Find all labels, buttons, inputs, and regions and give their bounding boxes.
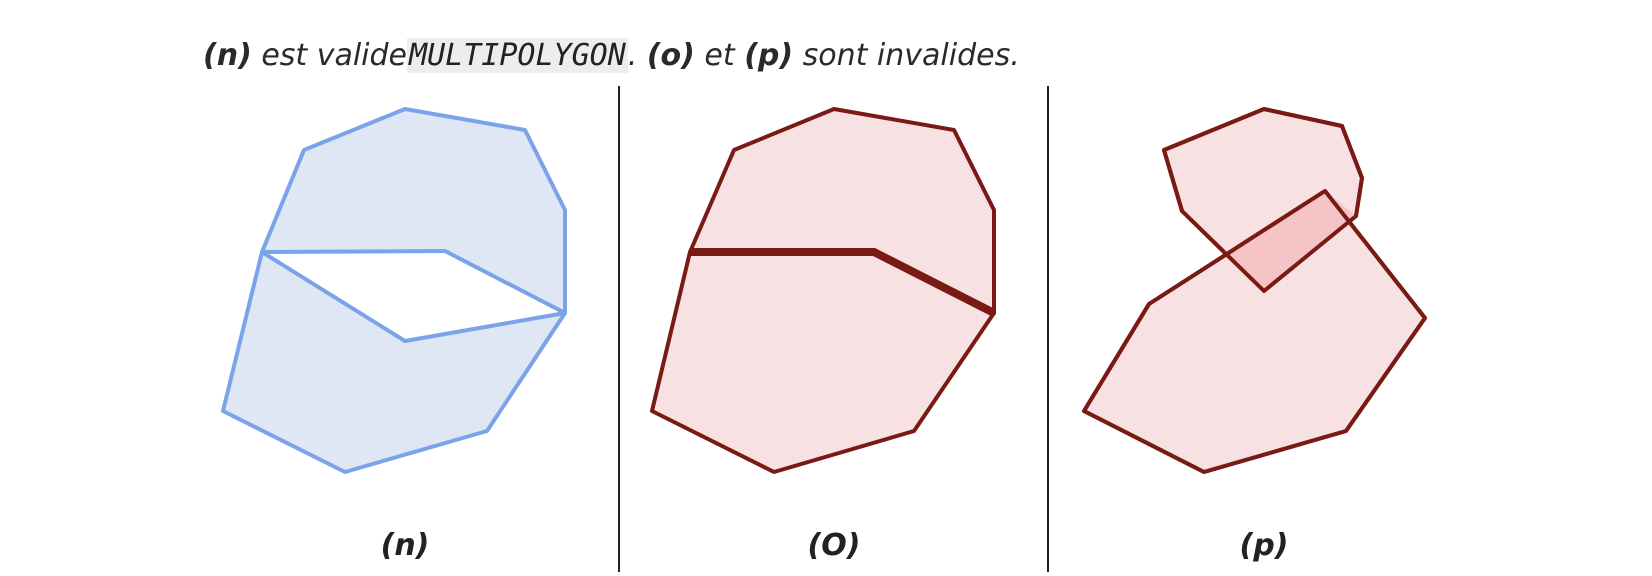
caption-text-invalid: sont invalides. (793, 38, 1020, 73)
overlap-region-p (1228, 191, 1356, 291)
polygon-p-top-outline (1162, 107, 1364, 293)
caption-text-valid: est valide (251, 38, 408, 73)
caption-label-p: (p) (744, 38, 794, 73)
caption-label-n: (n) (203, 38, 252, 73)
panel-n: (n) (221, 107, 567, 563)
panel-o: (O) (650, 107, 996, 563)
panel-label-n: (n) (381, 528, 430, 563)
polygon-n-top (260, 107, 567, 315)
polygon-n-bottom (221, 250, 567, 474)
caption-text-sep: . (627, 38, 647, 73)
panel-label-o: (O) (808, 528, 861, 563)
caption-label-o: (o) (646, 38, 695, 73)
shared-edge-o (690, 248, 996, 317)
panel-p: (p) (1082, 107, 1427, 563)
code-multipolygon: MULTIPOLYGON (407, 38, 628, 73)
figure-caption: (n) est valideMULTIPOLYGON. (o) et (p) s… (203, 34, 1020, 78)
caption-text-and: et (694, 38, 745, 73)
panel-label-p: (p) (1240, 528, 1289, 563)
polygon-p-bottom-outline (1082, 189, 1427, 474)
